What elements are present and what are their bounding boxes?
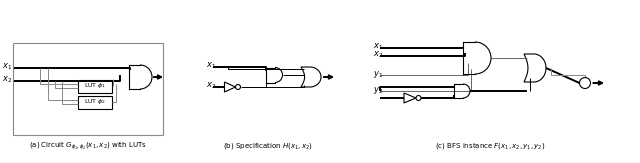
Text: $x_2$: $x_2$	[2, 75, 12, 85]
Polygon shape	[266, 67, 282, 82]
Text: $x_1$: $x_1$	[206, 61, 216, 71]
Text: $y_2$: $y_2$	[373, 84, 383, 96]
Bar	[13, 43, 163, 135]
Text: (b) Specification $H(x_1,x_2)$: (b) Specification $H(x_1,x_2)$	[223, 141, 313, 151]
Text: (a) Circuit $G_{\phi_1,\phi_2}(x_1,x_2)$ with LUTs: (a) Circuit $G_{\phi_1,\phi_2}(x_1,x_2)$…	[29, 140, 147, 152]
Polygon shape	[129, 65, 152, 89]
Bar	[78, 80, 112, 92]
Text: $x_1$: $x_1$	[2, 62, 12, 72]
Polygon shape	[524, 54, 546, 82]
Text: LUT $\phi_1$: LUT $\phi_1$	[84, 82, 106, 90]
Text: (c) BFS instance $F(x_1,x_2,y_1,y_2)$: (c) BFS instance $F(x_1,x_2,y_1,y_2)$	[435, 141, 545, 151]
Text: $x_2$: $x_2$	[373, 50, 383, 60]
Text: LUT $\phi_2$: LUT $\phi_2$	[84, 97, 106, 106]
Polygon shape	[463, 42, 491, 74]
Polygon shape	[301, 67, 321, 87]
Text: $x_2$: $x_2$	[206, 81, 216, 91]
Bar	[78, 96, 112, 109]
Text: $x_1$: $x_1$	[373, 42, 383, 52]
Polygon shape	[404, 93, 416, 103]
Polygon shape	[225, 82, 236, 92]
Polygon shape	[454, 84, 470, 98]
Text: $y_1$: $y_1$	[373, 68, 383, 80]
